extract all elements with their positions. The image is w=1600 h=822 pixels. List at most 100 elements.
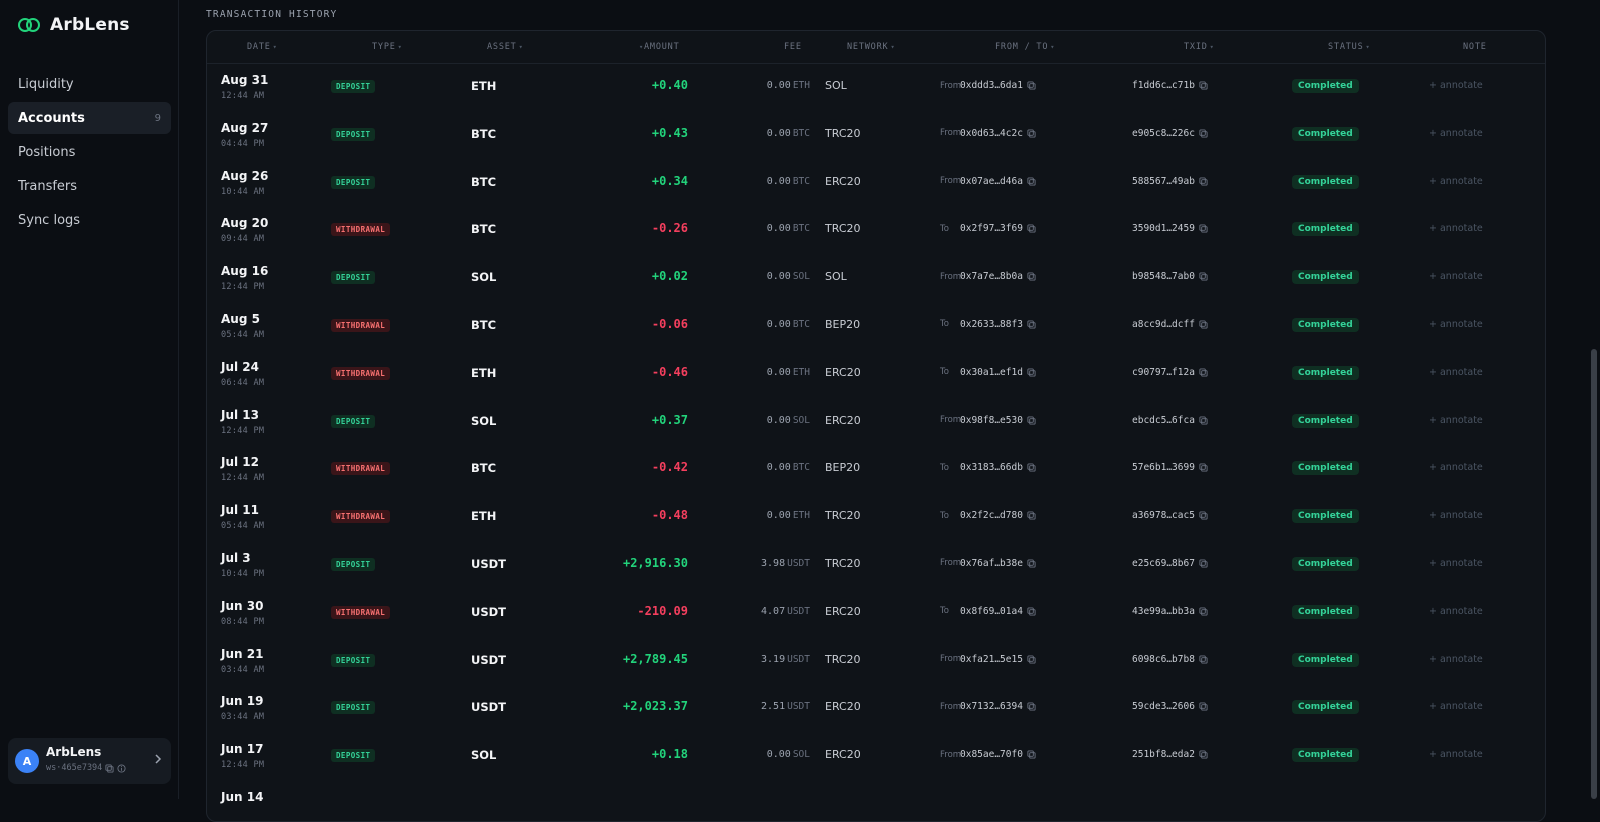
annotate-link[interactable]: + annotate <box>1429 318 1483 330</box>
copy-icon[interactable] <box>1027 177 1036 186</box>
copy-icon[interactable] <box>105 763 114 773</box>
from-to: To 0x3183…66db <box>940 462 1036 473</box>
table-row[interactable]: Aug 5 05:44 AM WITHDRAWAL BTC -0.06 0.00 BTC BE… <box>207 302 1545 350</box>
column-header-asset[interactable]: ASSET ▾ <box>487 42 524 52</box>
copy-icon[interactable] <box>1027 750 1036 759</box>
user-card[interactable]: A ArbLens ws·465e7394 <box>8 738 171 784</box>
type-badge: WITHDRAWAL <box>331 223 391 237</box>
address: 0x98f8…e530 <box>960 414 1023 426</box>
copy-icon[interactable] <box>1199 224 1208 233</box>
table-row[interactable]: Jun 19 03:44 AM DEPOSIT USDT +2,023.37 2.51 US… <box>207 684 1545 732</box>
date: Jun 21 <box>221 646 264 661</box>
fee: 0.00 ETH <box>767 510 810 521</box>
copy-icon[interactable] <box>1027 81 1036 90</box>
table-row[interactable]: Jun 17 12:44 PM DEPOSIT SOL +0.18 0.00 SOL ERC2… <box>207 732 1545 780</box>
annotate-link[interactable]: + annotate <box>1429 271 1483 283</box>
chevron-right-icon[interactable] <box>153 753 163 765</box>
annotate-link[interactable]: + annotate <box>1429 175 1483 187</box>
annotate-link[interactable]: + annotate <box>1429 749 1483 761</box>
copy-icon[interactable] <box>1199 655 1208 664</box>
copy-icon[interactable] <box>1199 463 1208 472</box>
table-row[interactable]: Jul 3 10:44 PM DEPOSIT USDT +2,916.30 3.98 USD… <box>207 541 1545 589</box>
sidebar-item-label: Transfers <box>18 178 78 194</box>
column-header-type[interactable]: TYPE ▾ <box>372 42 403 52</box>
fee-unit: ETH <box>792 366 810 378</box>
status-badge: Completed <box>1292 556 1359 571</box>
table-row[interactable]: Jun 30 08:44 PM WITHDRAWAL USDT -210.09 4.07 U… <box>207 589 1545 637</box>
annotate-link[interactable]: + annotate <box>1429 510 1483 522</box>
copy-icon[interactable] <box>1027 559 1036 568</box>
copy-icon[interactable] <box>1199 702 1208 711</box>
copy-icon[interactable] <box>1027 655 1036 664</box>
from-to: From 0x7a7e…8b0a <box>940 271 1036 282</box>
copy-icon[interactable] <box>1199 559 1208 568</box>
copy-icon[interactable] <box>1027 416 1036 425</box>
table-row[interactable]: Aug 20 09:44 AM WITHDRAWAL BTC -0.26 0.00 BTC T… <box>207 206 1545 254</box>
copy-icon[interactable] <box>1027 320 1036 329</box>
sidebar-item-positions[interactable]: Positions <box>8 136 171 168</box>
annotate-link[interactable]: + annotate <box>1429 653 1483 665</box>
table-row[interactable]: Aug 16 12:44 PM DEPOSIT SOL +0.02 0.00 SOL SOL F… <box>207 254 1545 302</box>
from-to: From 0xddd3…6da1 <box>940 80 1036 91</box>
annotate-link[interactable]: + annotate <box>1429 127 1483 139</box>
sidebar-item-label: Positions <box>18 144 76 160</box>
table-row[interactable]: Jun 14 <box>207 780 1545 821</box>
copy-icon[interactable] <box>1027 463 1036 472</box>
address: 0x7132…6394 <box>960 701 1023 713</box>
copy-icon[interactable] <box>1027 368 1036 377</box>
table-row[interactable]: Jul 12 12:44 AM WITHDRAWAL BTC -0.42 0.00 BTC B… <box>207 445 1545 493</box>
annotate-link[interactable]: + annotate <box>1429 366 1483 378</box>
column-header-amount[interactable]: ▾AMOUNT <box>639 42 680 52</box>
copy-icon[interactable] <box>1199 511 1208 520</box>
fee-value: 0.00 <box>766 749 791 761</box>
annotate-link[interactable]: + annotate <box>1429 223 1483 235</box>
copy-icon[interactable] <box>1199 416 1208 425</box>
amount: -0.06 <box>651 316 688 331</box>
address: 0x76af…b38e <box>960 557 1023 569</box>
copy-icon[interactable] <box>1199 272 1208 281</box>
sidebar-item-liquidity[interactable]: Liquidity <box>8 68 171 100</box>
copy-icon[interactable] <box>1199 750 1208 759</box>
address: 0x30a1…ef1d <box>960 366 1023 378</box>
copy-icon[interactable] <box>1027 224 1036 233</box>
table-row[interactable]: Jul 24 06:44 AM WITHDRAWAL ETH -0.46 0.00 ETH E… <box>207 350 1545 398</box>
annotate-link[interactable]: + annotate <box>1429 462 1483 474</box>
column-header-date[interactable]: DATE ▾ <box>247 42 278 52</box>
copy-icon[interactable] <box>1027 702 1036 711</box>
annotate-link[interactable]: + annotate <box>1429 414 1483 426</box>
annotate-link[interactable]: + annotate <box>1429 557 1483 569</box>
copy-icon[interactable] <box>1199 320 1208 329</box>
copy-icon[interactable] <box>1027 272 1036 281</box>
table-row[interactable]: Aug 26 10:44 AM DEPOSIT BTC +0.34 0.00 BTC ERC2… <box>207 159 1545 207</box>
sidebar-item-accounts[interactable]: Accounts 9 <box>8 102 171 134</box>
table-row[interactable]: Jul 11 05:44 AM WITHDRAWAL ETH -0.48 0.00 ETH T… <box>207 493 1545 541</box>
sidebar-item-transfers[interactable]: Transfers <box>8 170 171 202</box>
table-row[interactable]: Aug 27 04:44 PM DEPOSIT BTC +0.43 0.00 BTC TRC2… <box>207 111 1545 159</box>
copy-icon[interactable] <box>1199 607 1208 616</box>
sidebar-item-sync-logs[interactable]: Sync logs <box>8 204 171 236</box>
column-header-status[interactable]: STATUS ▾ <box>1328 42 1371 52</box>
annotate-link[interactable]: + annotate <box>1429 605 1483 617</box>
copy-icon[interactable] <box>1199 368 1208 377</box>
column-header-from-to[interactable]: FROM / TO ▾ <box>995 42 1056 52</box>
copy-icon[interactable] <box>1027 511 1036 520</box>
date: Jun 19 <box>221 694 264 709</box>
column-header-network[interactable]: NETWORK ▾ <box>847 42 896 52</box>
brand[interactable]: ArbLens <box>18 14 130 36</box>
copy-icon[interactable] <box>1199 129 1208 138</box>
amount: -0.26 <box>651 221 688 236</box>
table-row[interactable]: Jun 21 03:44 AM DEPOSIT USDT +2,789.45 3.19 US… <box>207 637 1545 685</box>
copy-icon[interactable] <box>1027 607 1036 616</box>
table-row[interactable]: Jul 13 12:44 PM DEPOSIT SOL +0.37 0.00 SOL ERC2… <box>207 398 1545 446</box>
copy-icon[interactable] <box>1199 81 1208 90</box>
copy-icon[interactable] <box>1027 129 1036 138</box>
table-row[interactable]: Aug 31 12:44 AM DEPOSIT ETH +0.40 0.00 ETH SOL F… <box>207 63 1545 111</box>
annotate-link[interactable]: + annotate <box>1429 701 1483 713</box>
type-badge: WITHDRAWAL <box>331 366 391 380</box>
info-icon[interactable] <box>117 763 126 773</box>
scrollbar[interactable] <box>1591 349 1597 799</box>
column-header-txid[interactable]: TXID ▾ <box>1184 42 1215 52</box>
copy-icon[interactable] <box>1199 177 1208 186</box>
txid: 43e99a…bb3a <box>1132 606 1208 617</box>
annotate-link[interactable]: + annotate <box>1429 80 1483 91</box>
